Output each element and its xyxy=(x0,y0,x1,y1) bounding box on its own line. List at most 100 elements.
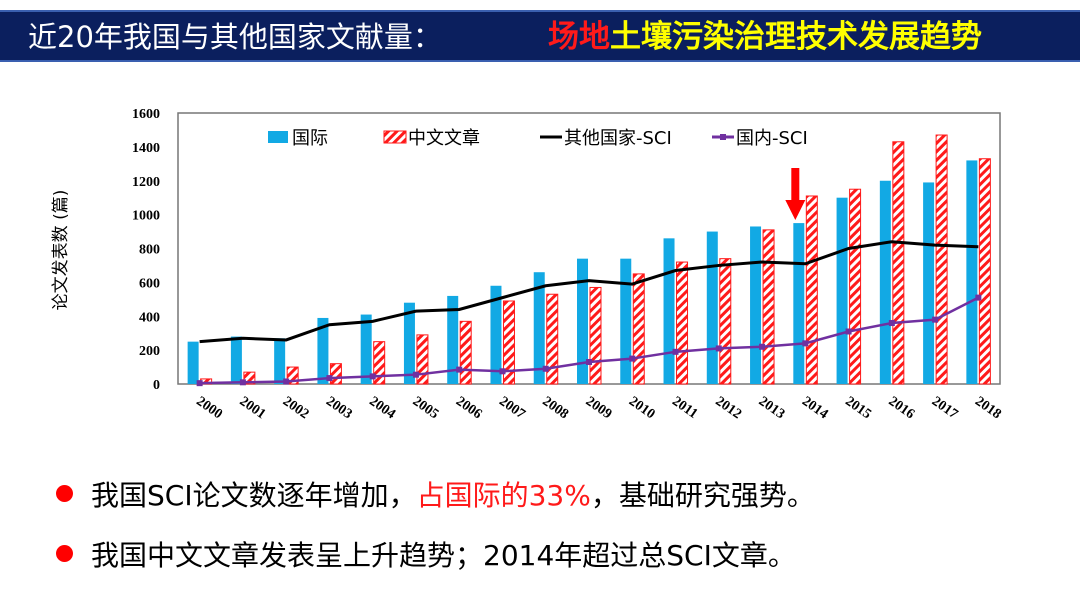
legend-swatch xyxy=(383,130,407,144)
x-tick-label: 2006 xyxy=(453,394,485,422)
bar-chinese-articles xyxy=(243,371,256,385)
legend-marker xyxy=(720,134,726,140)
legend-label: 中文文章 xyxy=(408,128,480,149)
x-tick-label: 2000 xyxy=(193,394,225,422)
marker-domestic-sci xyxy=(975,294,982,301)
bar-chinese-articles xyxy=(502,300,515,385)
bullet-dot-icon xyxy=(56,485,73,502)
bar-international xyxy=(923,182,935,384)
marker-domestic-sci xyxy=(759,343,766,350)
arrow-down-icon xyxy=(785,168,806,220)
x-tick-label: 2018 xyxy=(972,394,1004,422)
title-topic: 场地土壤污染治理技术发展趋势 xyxy=(548,16,982,58)
bar-chinese-articles xyxy=(978,158,991,385)
marker-domestic-sci xyxy=(888,320,895,327)
bar-international xyxy=(447,295,459,384)
bar-international xyxy=(663,238,675,384)
marker-domestic-sci xyxy=(369,373,376,380)
x-tick-label: 2005 xyxy=(410,394,442,422)
chart: 0 200 400 600 800 1000 1200 1400 1600 2000 2001 20… xyxy=(51,107,1004,422)
marker-domestic-sci xyxy=(412,371,419,378)
y-tick-label: 200 xyxy=(139,344,160,359)
x-tick-label: 2017 xyxy=(929,394,961,422)
title-yellow: 土壤污染治理技术发展趋势 xyxy=(610,19,982,55)
y-tick-label: 1200 xyxy=(132,175,160,190)
x-tick-label: 2004 xyxy=(366,394,398,422)
line-domestic-sci xyxy=(199,296,979,385)
bar-chinese-articles xyxy=(286,366,299,385)
x-tick-label: 2001 xyxy=(237,394,269,422)
x-tick-label: 2013 xyxy=(756,394,788,422)
bullet-dot-icon xyxy=(56,545,73,562)
bar-chinese-articles xyxy=(416,334,429,385)
bar-international xyxy=(360,314,372,384)
bullet-2: 我国中文文章发表呈上升趋势；2014年超过总SCI文章。 xyxy=(56,534,796,574)
bar-chinese-articles xyxy=(935,134,948,385)
y-tick-label: 0 xyxy=(153,378,160,393)
bar-chinese-articles xyxy=(459,320,472,385)
y-tick-label: 400 xyxy=(139,310,160,325)
bar-chinese-articles xyxy=(546,293,559,385)
bar-international xyxy=(620,258,632,384)
legend-swatch xyxy=(268,131,288,143)
bar-international xyxy=(577,258,588,384)
bar-international xyxy=(793,223,805,384)
legend-label: 国际 xyxy=(292,128,328,149)
marker-domestic-sci xyxy=(196,380,203,387)
bar-chinese-articles xyxy=(762,229,775,385)
bar-international xyxy=(490,285,502,384)
y-axis-title: 论文发表数 (篇) xyxy=(51,190,71,311)
bar-international xyxy=(187,341,199,384)
marker-domestic-sci xyxy=(932,316,939,323)
marker-domestic-sci xyxy=(239,379,246,386)
title-red: 场地 xyxy=(548,19,610,55)
title-prefix: 近20年我国与其他国家文献量： xyxy=(28,20,442,54)
legend-label: 国内-SCI xyxy=(736,128,808,149)
x-tick-label: 2008 xyxy=(539,394,571,422)
x-tick-label: 2003 xyxy=(323,394,355,422)
bar-international xyxy=(879,180,891,384)
x-tick-label: 2015 xyxy=(842,394,874,422)
bar-chinese-articles xyxy=(632,273,645,385)
bar-international xyxy=(230,336,242,384)
bullet-1-text: 我国SCI论文数逐年增加， xyxy=(91,479,417,512)
bar-chinese-articles xyxy=(719,258,732,385)
marker-domestic-sci xyxy=(326,375,333,382)
x-tick-label: 2012 xyxy=(712,394,744,422)
bullet-2-text: 我国中文文章发表呈上升趋势；2014年超过总SCI文章。 xyxy=(91,539,796,572)
y-tick-label: 800 xyxy=(139,243,160,258)
plot-area xyxy=(177,112,1001,385)
x-tick-label: 2007 xyxy=(496,394,528,422)
x-tick-label: 2002 xyxy=(280,394,312,422)
legend-label: 其他国家-SCI xyxy=(564,128,672,149)
bar-international xyxy=(317,317,329,384)
bar-international xyxy=(403,302,415,384)
bar-international xyxy=(836,197,848,384)
marker-domestic-sci xyxy=(283,378,290,385)
y-tick-label: 1600 xyxy=(132,107,160,122)
y-tick-label: 600 xyxy=(139,276,160,291)
x-tick-label: 2014 xyxy=(799,394,831,422)
line-other-countries-sci xyxy=(199,240,979,344)
marker-domestic-sci xyxy=(715,345,722,352)
bar-chinese-articles xyxy=(805,195,818,385)
bar-international xyxy=(750,226,762,384)
marker-domestic-sci xyxy=(672,348,679,355)
marker-domestic-sci xyxy=(456,366,463,373)
marker-domestic-sci xyxy=(499,368,506,375)
bar-international xyxy=(966,160,978,384)
bar-chinese-articles xyxy=(892,141,905,385)
marker-domestic-sci xyxy=(802,340,809,347)
marker-domestic-sci xyxy=(629,355,636,362)
bar-international xyxy=(533,272,545,384)
bullet-1-highlight: 占国际的33% xyxy=(416,479,591,512)
bar-chinese-articles xyxy=(329,363,342,385)
x-tick-label: 2009 xyxy=(583,394,615,422)
y-tick-label: 1000 xyxy=(132,209,160,224)
bullet-1-text-end: ，基础研究强势。 xyxy=(590,479,815,512)
x-tick-label: 2011 xyxy=(669,394,700,422)
marker-domestic-sci xyxy=(542,365,549,372)
y-tick-label: 1400 xyxy=(132,141,160,156)
bar-chinese-articles xyxy=(676,261,689,385)
bar-international xyxy=(706,231,718,384)
